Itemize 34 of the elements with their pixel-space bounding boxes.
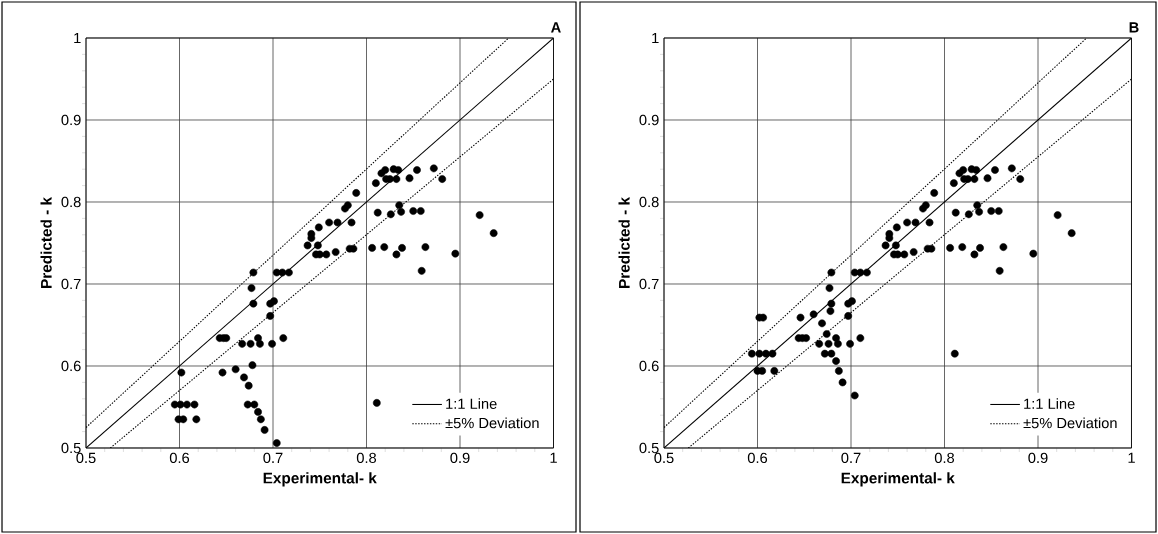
text: B <box>1129 22 1139 33</box>
x-axis-title: Experimental- k <box>841 472 955 487</box>
y-tick-label: 0.5 <box>61 442 81 454</box>
x-tick-label: 0.8 <box>934 452 955 464</box>
y-tick-label: 1 <box>652 32 659 44</box>
x-tick-label: 0.9 <box>450 452 470 464</box>
y-tick-label: 0.7 <box>61 278 81 290</box>
x-tick-label: 0.6 <box>169 452 190 464</box>
legend-label: ±5% Deviation <box>445 417 539 429</box>
y-tick-label: 0.9 <box>639 114 659 126</box>
legend-label: 1:1 Line <box>1024 398 1075 409</box>
y-tick-label: 0.8 <box>61 196 81 208</box>
x-tick-label: 0.8 <box>356 452 377 464</box>
y-tick-label: 1 <box>74 32 81 44</box>
y-tick-label: 0.9 <box>61 114 81 126</box>
y-axis-title: Predicted - k <box>618 196 630 288</box>
legend-label: ±5% Deviation <box>1023 417 1117 429</box>
y-tick-label: 0.7 <box>639 278 659 290</box>
x-tick-label: 1 <box>1128 452 1135 463</box>
x-tick-label: 0.6 <box>747 452 768 464</box>
legend-label: 1:1 Line <box>446 398 497 409</box>
x-tick-label: 1 <box>550 452 557 463</box>
x-tick-label: 0.7 <box>841 452 861 464</box>
y-tick-label: 0.6 <box>61 360 81 372</box>
y-axis-title: Predicted - k <box>40 196 52 288</box>
x-tick-label: 0.7 <box>263 452 283 464</box>
x-tick-label: 0.5 <box>654 452 674 464</box>
x-tick-label: 0.9 <box>1028 452 1048 464</box>
x-axis-title: Experimental- k <box>263 472 377 487</box>
x-tick-label: 0.5 <box>76 452 96 464</box>
y-tick-label: 0.6 <box>639 360 659 372</box>
y-tick-label: 0.8 <box>639 196 659 208</box>
y-tick-label: 0.5 <box>639 442 659 454</box>
text: A <box>551 22 561 33</box>
